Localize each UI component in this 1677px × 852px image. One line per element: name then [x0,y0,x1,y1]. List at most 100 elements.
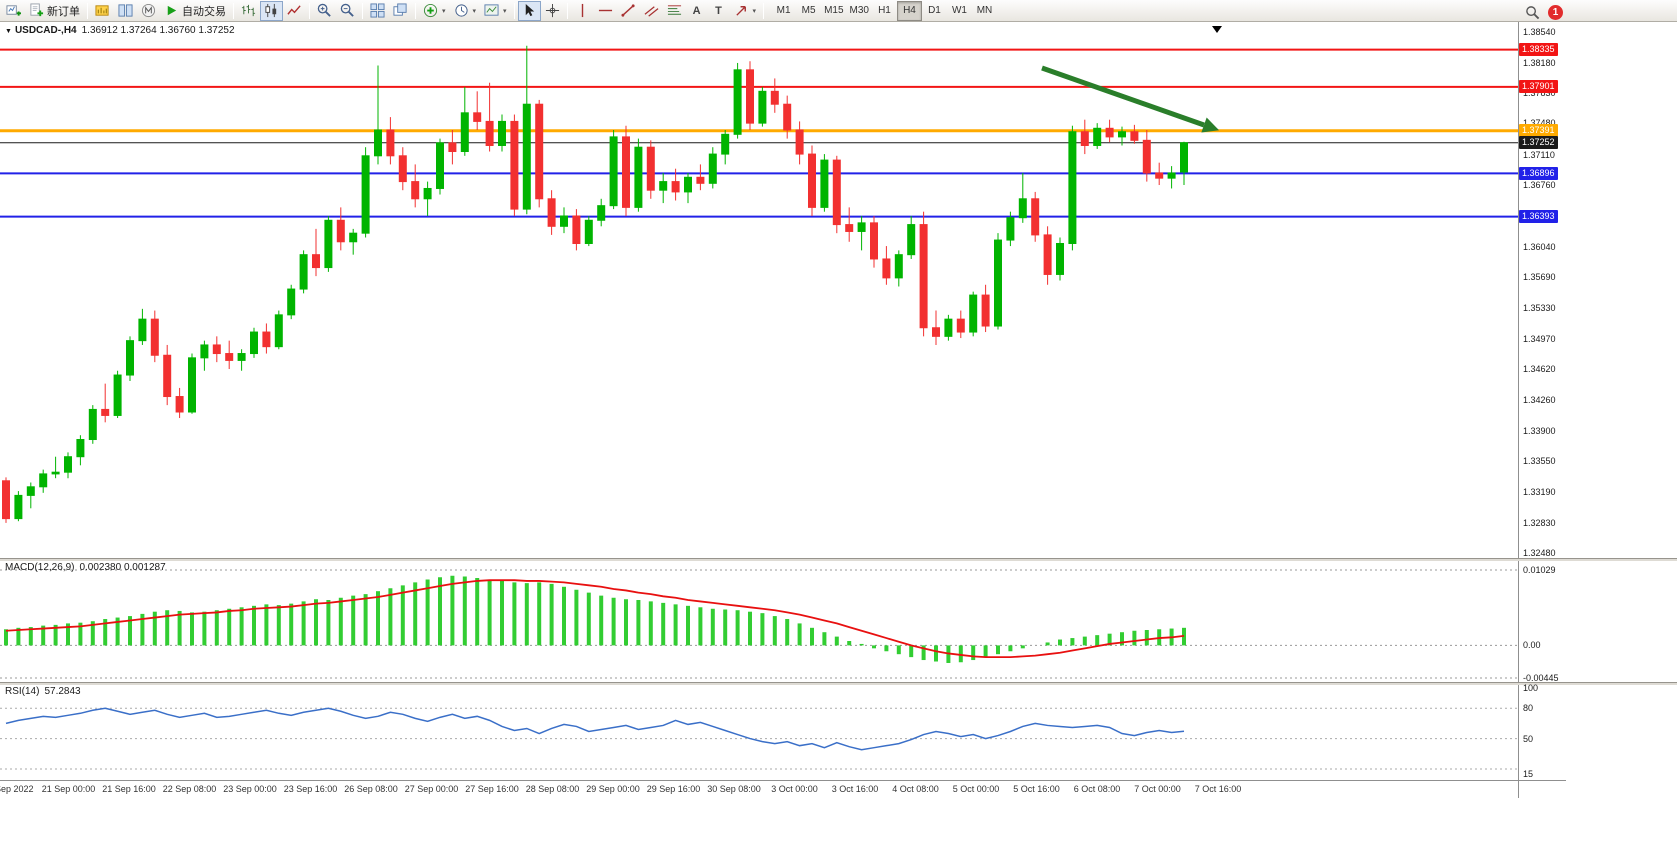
line-chart-icon [287,5,301,15]
candlestick-chart-button[interactable] [260,0,283,21]
zoom-out-button[interactable] [336,1,359,21]
vertical-line-button[interactable] [571,1,594,21]
toolbar-separator [513,2,515,19]
time-axis-label: 7 Oct 16:00 [1194,784,1242,794]
auto-trading-button[interactable]: 自动交易 [160,1,230,21]
line-chart-button[interactable] [283,1,306,21]
axis-tick-label: 1.35330 [1523,302,1556,313]
text-label-button[interactable]: T [708,1,730,21]
axis-tick-label: 0.01029 [1523,565,1556,575]
pane-splitter[interactable] [0,558,1677,561]
macd-panel-label: MACD(12,26,9) 0.002380 0.001287 [5,562,171,573]
timeframe-button-h4[interactable]: H4 [896,0,922,21]
timeframe-button-m15[interactable]: M15 [821,1,846,21]
toolbar-separator [362,2,363,19]
axis-tick-label: 1.38540 [1523,27,1556,37]
crosshair-button[interactable] [541,1,564,21]
time-axis-label: 21 Sep 16:00 [102,784,156,794]
new-chart-button[interactable] [2,1,25,21]
time-axis-label: 6 Oct 08:00 [1073,784,1121,794]
time-axis-label: 20 Sep 2022 [0,784,34,794]
axis-tick-label: 80 [1523,703,1534,714]
chart-shift-marker[interactable] [1212,26,1222,33]
time-axis-label: 29 Sep 00:00 [586,784,640,794]
price-level-badge: 1.37391 [1519,124,1558,138]
dropdown-caret-icon: ▾ [752,7,757,15]
notification-badge[interactable]: 1 [1548,4,1563,20]
crosshair-icon [545,3,559,18]
new-order-label: 新订单 [47,5,80,18]
text-button[interactable]: A [686,1,708,21]
profiles-icon [118,4,133,17]
timeframe-button-w1[interactable]: W1 [947,1,972,21]
bar-chart-button[interactable] [237,1,260,21]
charts-icon [95,5,109,16]
axis-tick-label: 1.32480 [1523,548,1556,558]
axis-tick-label: 1.34970 [1523,333,1556,344]
rsi-indicator-value: 57.2843 [44,686,81,697]
macd-panel[interactable] [0,560,1518,682]
timeframe-button-h1[interactable]: H1 [872,1,897,21]
chart-symbol-period: USDCAD-,H4 [14,25,77,36]
vertical-line-icon [581,3,583,18]
candlestick-icon [265,3,277,18]
profiles-button[interactable] [114,1,137,21]
fibonacci-button[interactable] [663,1,686,21]
zoom-in-icon [317,3,331,17]
axis-tick-label: 1.38180 [1523,57,1556,68]
time-axis[interactable]: 20 Sep 2022 21 Sep 00:00 21 Sep 16:00 22 Se… [0,781,1518,799]
periods-button[interactable]: ▾ [450,1,481,21]
time-axis-label: 29 Sep 16:00 [646,784,701,794]
charts-menu-button[interactable] [91,1,114,21]
dropdown-caret-icon: ▾ [442,7,446,15]
new-chart-icon [6,5,21,16]
mql-community-button[interactable] [137,1,160,21]
timeframe-button-m5[interactable]: M5 [796,1,821,21]
new-order-icon [30,3,44,17]
timeframe-button-d1[interactable]: D1 [922,1,947,21]
time-axis-label: 27 Sep 16:00 [465,784,519,794]
time-axis-border [0,780,1566,781]
time-axis-label: 27 Sep 00:00 [404,784,459,794]
toolbar-separator [415,2,416,19]
axis-tick-label: 1.36040 [1523,241,1556,252]
bar-chart-icon [241,4,256,17]
cascade-windows-icon [393,3,407,16]
trendline-button[interactable] [617,1,640,21]
dropdown-caret-icon: ▾ [472,7,477,15]
axis-tick-label: 1.34260 [1523,394,1556,405]
new-order-button[interactable]: 新订单 [25,1,84,21]
axis-tick-label: 1.33190 [1523,486,1556,497]
timeframe-button-m30[interactable]: M30 [847,1,872,21]
timeframe-button-mn[interactable]: MN [972,1,997,21]
time-axis-label: 23 Sep 00:00 [223,784,277,794]
cursor-button[interactable] [517,0,541,21]
search-icon [1526,5,1540,19]
indicators-button[interactable]: ▾ [419,1,450,21]
arrows-button[interactable]: ▾ [730,1,761,21]
rsi-panel[interactable] [0,684,1518,780]
timeframe-button-m1[interactable]: M1 [771,1,796,21]
templates-button[interactable]: ▾ [480,1,511,21]
tile-windows-button[interactable] [366,1,389,21]
axis-tick-label: 1.37830 [1523,88,1556,99]
time-axis-label: 3 Oct 00:00 [771,784,818,794]
main-price-chart[interactable] [0,22,1518,558]
auto-trading-label: 自动交易 [182,5,226,18]
time-axis-label: 4 Oct 08:00 [892,784,939,794]
search-button[interactable] [1521,2,1544,22]
price-level-badge: 1.36896 [1519,166,1558,180]
price-level-badge: 1.36393 [1519,210,1558,224]
chart-expander-icon[interactable]: ▼ [5,28,12,35]
channel-button[interactable] [640,1,663,21]
cascade-windows-button[interactable] [389,1,412,21]
trend-arrow-annotation[interactable] [1041,65,1205,128]
toolbar-separator [233,2,234,19]
time-axis-label: 5 Oct 00:00 [952,784,1000,794]
price-level-badge: 1.37252 [1519,136,1558,150]
zoom-in-button[interactable] [313,1,336,21]
time-axis-label: 26 Sep 08:00 [344,784,398,794]
horizontal-line-button[interactable] [594,1,617,21]
pane-splitter[interactable] [0,682,1677,685]
text-label-icon: T [715,4,722,17]
